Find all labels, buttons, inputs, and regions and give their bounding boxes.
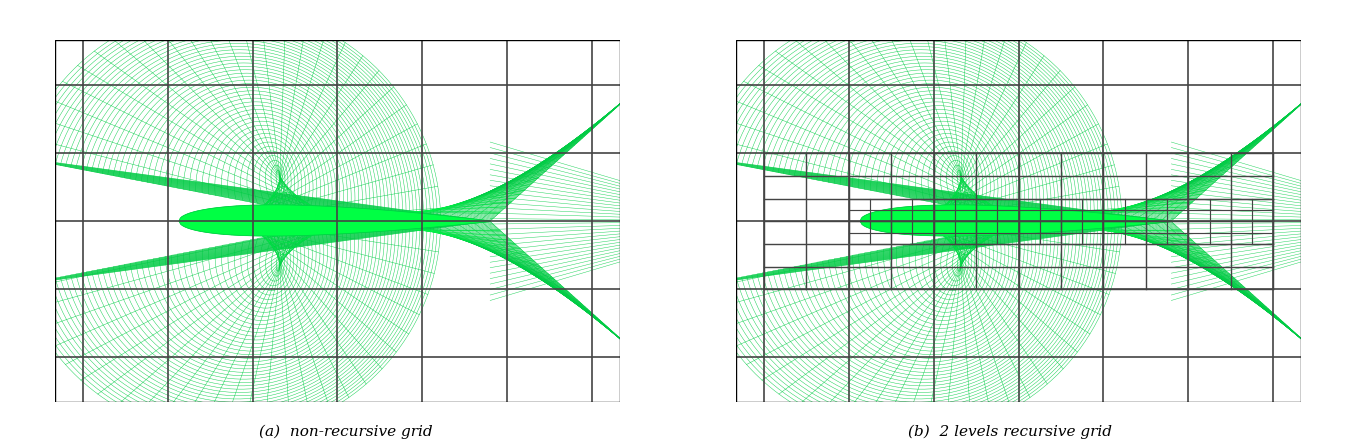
Polygon shape: [860, 205, 1172, 236]
Text: (a)  non-recursive grid: (a) non-recursive grid: [259, 424, 433, 439]
Polygon shape: [179, 205, 490, 236]
Text: (b)  2 levels recursive grid: (b) 2 levels recursive grid: [909, 424, 1112, 439]
